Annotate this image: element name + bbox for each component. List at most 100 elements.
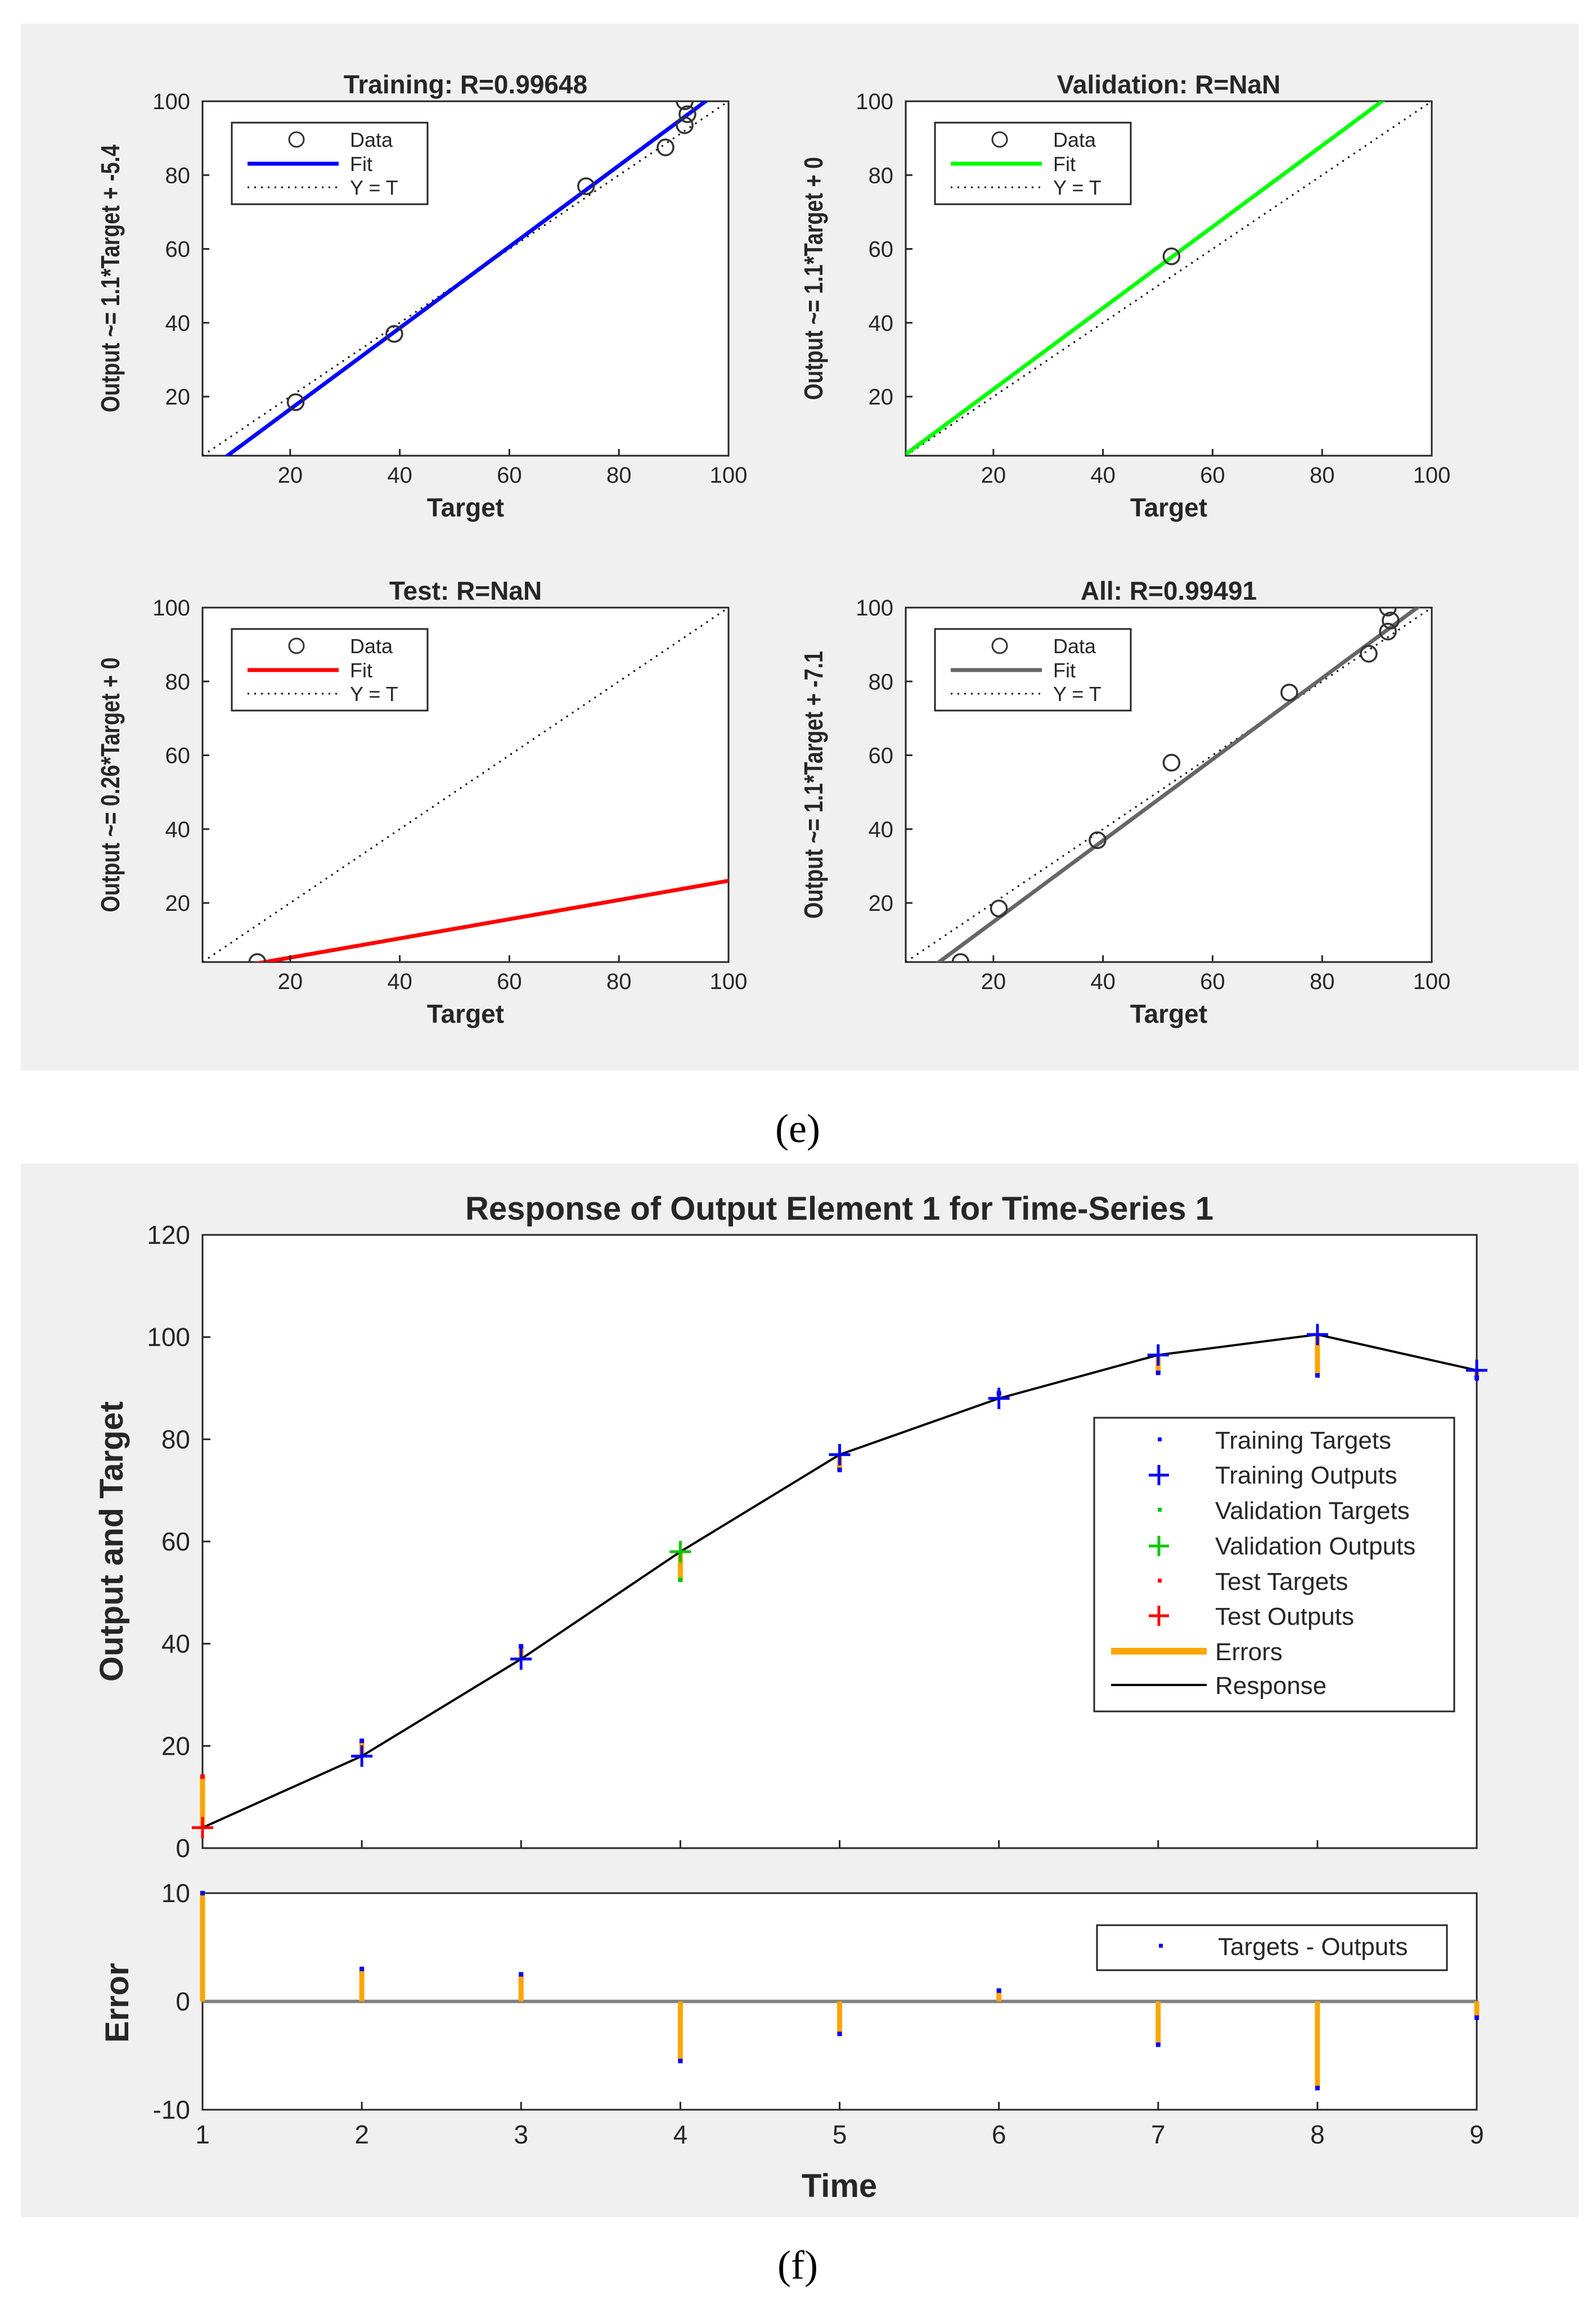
validation-plot-content (906, 101, 1432, 456)
legend-marker-validation-outputs (1149, 1536, 1169, 1556)
all-legend-fit: Fit (1053, 659, 1076, 682)
legend-marker-test-targets (1158, 1579, 1162, 1583)
training-ytick-label: 20 (165, 385, 191, 410)
all-ytick-label: 20 (869, 891, 894, 916)
error-legend-box (1096, 1924, 1448, 1971)
validation-ytick-label: 80 (869, 163, 894, 188)
all-fit-line (936, 608, 1421, 962)
legend-training-outputs: Training Outputs (1215, 1462, 1397, 1489)
response-ytick-label: 20 (161, 1731, 190, 1760)
validation-xtick-label: 80 (1310, 463, 1335, 488)
all-ytick-label: 60 (869, 744, 894, 768)
training-ytick-label: 100 (152, 89, 190, 114)
legend-marker-test-outputs (1149, 1606, 1169, 1626)
validation-legend-data-marker (991, 131, 1008, 148)
error-xlabel: Time (802, 2168, 877, 2204)
training-ytick-label: 60 (165, 237, 191, 262)
validation-ytick-label: 60 (869, 237, 894, 262)
all-legend-data: Data (1053, 635, 1096, 658)
validation-legend-ident: Y = T (1053, 176, 1102, 199)
error-point (200, 1891, 205, 1895)
response-output-point (669, 1541, 691, 1563)
error-point (1474, 2015, 1479, 2020)
legend-response: Response (1215, 1672, 1327, 1700)
all-data-point-2 (990, 900, 1008, 918)
training-fit-line (224, 101, 709, 456)
regression-plot-validation: 20 40 60 80 100 20 40 60 80 100 Validation: R=NaN T… (799, 70, 1450, 522)
error-ytick-label: 10 (161, 1878, 190, 1908)
response-title: Response of Output Element 1 for Time-Se… (465, 1190, 1213, 1227)
error-legend: Targets - Outputs (1096, 1924, 1448, 1971)
training-ylabel: Output ~= 1.1*Target + -5.4 (96, 144, 124, 412)
error-ylabel: Error (99, 1963, 136, 2043)
training-data-point-3 (577, 177, 595, 195)
all-data-point-6 (1360, 645, 1378, 663)
training-data-point-7 (676, 101, 694, 110)
all-data-point-7 (1379, 622, 1397, 641)
training-legend-data-marker (288, 131, 305, 148)
training-ytick-label: 80 (165, 163, 191, 188)
response-target-point (837, 1467, 842, 1472)
all-title: All: R=0.99491 (1081, 576, 1257, 605)
test-legend-data-marker (288, 637, 305, 654)
validation-ytick-label: 20 (869, 385, 894, 410)
error-xtick-label: 3 (514, 2120, 528, 2149)
response-target-point (1156, 1370, 1161, 1376)
regression-plot-test: 20 40 60 80 100 20 40 60 80 100 Test: R=NaN Target O… (96, 576, 747, 1028)
validation-xtick-label: 20 (981, 463, 1006, 488)
training-ytick-label: 40 (165, 311, 191, 336)
all-xtick-label: 80 (1310, 969, 1335, 994)
test-legend-fit: Fit (350, 659, 372, 682)
error-xtick-label: 2 (354, 2120, 369, 2149)
validation-ytick-label: 100 (856, 89, 893, 114)
training-xtick-label: 80 (606, 463, 632, 488)
training-data-point-4 (657, 138, 675, 156)
response-output-point (1466, 1359, 1487, 1381)
training-plot-content (203, 101, 729, 456)
test-xtick-label: 100 (710, 969, 748, 994)
all-plot-content (906, 608, 1432, 962)
error-xtick-label: 4 (673, 2120, 688, 2149)
response-ytick-label: 100 (147, 1323, 190, 1352)
response-ylabel: Output and Target (93, 1401, 130, 1682)
error-xtick-label: 7 (1151, 2120, 1166, 2149)
response-target-point (678, 1578, 683, 1583)
response-ytick-label: 120 (147, 1220, 190, 1250)
training-legend-ident: Y = T (350, 176, 398, 199)
error-point (678, 2059, 683, 2064)
error-ytick-label: -10 (153, 2095, 190, 2124)
test-ytick-label: 60 (165, 744, 191, 768)
all-xtick-label: 40 (1090, 969, 1116, 994)
validation-title: Validation: R=NaN (1057, 70, 1280, 99)
regression-plot-all: 20 40 60 80 100 20 40 60 80 100 All: R=0.99491 Targ… (799, 576, 1450, 1028)
training-xtick-label: 40 (387, 463, 412, 488)
test-xtick-label: 60 (497, 969, 522, 994)
response-output-point (351, 1745, 373, 1767)
all-ylabel: Output ~= 1.1*Target + -7.1 (799, 651, 828, 919)
validation-ytick-label: 40 (869, 311, 894, 336)
caption-f: (f) (777, 2242, 818, 2287)
legend-marker-targets-outputs (1159, 1944, 1163, 1948)
legend-test-targets: Test Targets (1215, 1568, 1348, 1596)
response-output-point (1306, 1324, 1328, 1346)
error-xtick-label: 8 (1310, 2120, 1325, 2149)
response-ytick-label: 40 (161, 1629, 190, 1659)
response-legend: Training Targets Training Outputs Valida… (1093, 1417, 1455, 1713)
training-data-point-2 (385, 325, 403, 343)
response-output-point (988, 1387, 1010, 1409)
all-data-point-5 (1280, 684, 1298, 702)
training-title: Training: R=0.99648 (344, 70, 587, 99)
test-xtick-label: 40 (387, 969, 412, 994)
training-xtick-label: 60 (497, 463, 522, 488)
training-xtick-label: 100 (710, 463, 748, 488)
training-xtick-label: 20 (278, 463, 303, 488)
test-ytick-label: 20 (165, 891, 191, 916)
training-legend-data: Data (350, 128, 393, 151)
all-xtick-label: 100 (1413, 969, 1451, 994)
error-point (359, 1966, 365, 1971)
response-target-point (1315, 1373, 1320, 1378)
validation-ylabel: Output ~= 1.1*Target + 0 (799, 157, 828, 400)
all-xtick-label: 20 (981, 969, 1006, 994)
all-legend-ident: Y = T (1053, 682, 1102, 705)
error-point (1156, 2042, 1161, 2047)
